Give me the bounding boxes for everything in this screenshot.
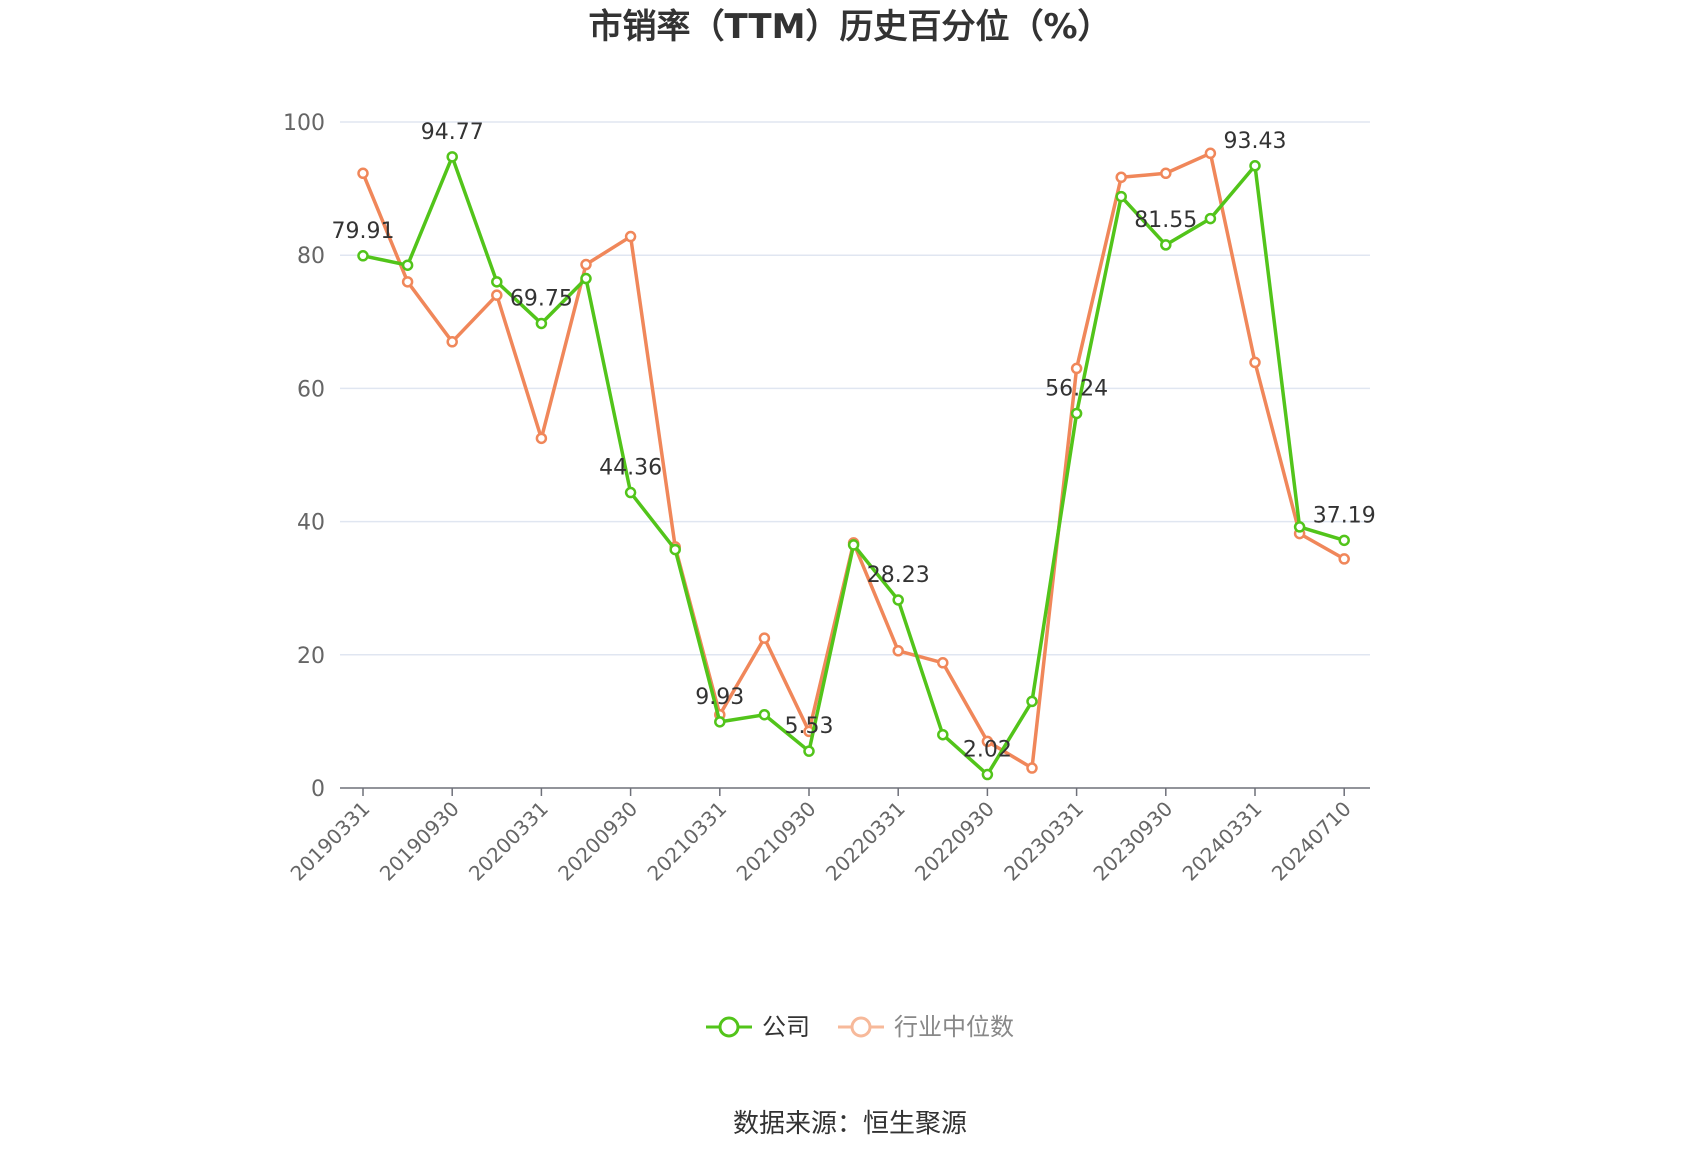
data-point[interactable]	[758, 632, 771, 644]
data-point[interactable]	[892, 594, 904, 606]
data-point[interactable]	[1160, 239, 1172, 251]
data-label: 81.55	[1134, 208, 1197, 233]
data-label: 69.75	[510, 286, 573, 311]
x-axis: 20190331 20190930 20200331 20200930 20210331…	[286, 787, 1370, 886]
data-point[interactable]	[669, 543, 681, 556]
series-line	[361, 151, 1346, 770]
legend-marker-industry	[850, 1016, 872, 1038]
x-tick-label: 20230331	[999, 797, 1088, 886]
x-tick-label: 20220331	[821, 797, 910, 886]
data-label: 5.53	[785, 714, 834, 739]
x-tick-label: 20210331	[642, 797, 731, 886]
legend-item-company[interactable]: 公司	[706, 1013, 810, 1041]
legend-item-industry[interactable]: 行业中位数	[838, 1013, 1014, 1041]
series-company	[357, 151, 1350, 781]
x-tick-label: 20190331	[286, 797, 375, 886]
y-tick-label: 0	[311, 777, 325, 802]
data-source: 数据来源：恒生聚源	[733, 1109, 967, 1139]
series-industry	[357, 147, 1350, 774]
legend-label-company: 公司	[762, 1013, 810, 1041]
data-point[interactable]	[535, 317, 548, 330]
data-point[interactable]	[1249, 356, 1261, 369]
x-tick-label: 20240331	[1178, 797, 1267, 886]
data-label: 37.19	[1313, 503, 1376, 528]
data-point[interactable]	[714, 716, 726, 728]
data-point[interactable]	[624, 486, 637, 499]
data-point[interactable]	[1204, 212, 1217, 225]
data-point[interactable]	[937, 728, 949, 741]
data-point[interactable]	[446, 151, 458, 163]
data-label: 2.02	[963, 738, 1012, 763]
data-point[interactable]	[491, 289, 503, 301]
data-label: 94.77	[421, 120, 484, 145]
legend: 公司 行业中位数	[706, 1013, 1014, 1041]
series-layer	[357, 147, 1350, 781]
data-point[interactable]	[937, 657, 949, 669]
y-tick-label: 100	[283, 111, 325, 136]
data-point[interactable]	[535, 432, 548, 445]
data-point[interactable]	[1026, 695, 1038, 708]
chart-title: 市销率（TTM）历史百分位（%）	[588, 7, 1111, 47]
data-point[interactable]	[1204, 147, 1217, 160]
x-tick-label: 20220930	[910, 797, 999, 886]
data-point[interactable]	[1026, 762, 1038, 774]
data-point[interactable]	[580, 258, 592, 271]
data-point[interactable]	[357, 250, 369, 262]
data-point[interactable]	[1249, 160, 1261, 172]
data-point[interactable]	[1070, 362, 1083, 375]
data-point[interactable]	[401, 259, 414, 271]
data-point[interactable]	[1338, 534, 1350, 547]
data-label: 79.91	[332, 219, 395, 244]
data-point[interactable]	[446, 336, 458, 348]
x-tick-label: 20200331	[464, 797, 553, 886]
data-labels: 79.91 94.77 69.75 44.36 9.93 5.53 28.23 2.02 56.…	[332, 120, 1376, 763]
y-tick-label: 40	[297, 511, 325, 536]
data-point[interactable]	[491, 276, 503, 288]
data-point[interactable]	[892, 645, 904, 657]
x-tick-label: 20210930	[732, 797, 821, 886]
data-point[interactable]	[981, 735, 994, 748]
y-tick-label: 60	[297, 377, 325, 402]
x-tick-label: 20190930	[375, 797, 464, 886]
x-tick-label: 20200930	[553, 797, 642, 886]
data-label: 56.24	[1045, 376, 1108, 401]
data-point[interactable]	[847, 539, 860, 551]
data-point[interactable]	[1160, 167, 1172, 180]
data-label: 93.43	[1224, 129, 1287, 154]
data-point[interactable]	[580, 272, 592, 285]
data-point[interactable]	[357, 167, 369, 180]
data-point[interactable]	[981, 768, 994, 781]
data-label: 28.23	[867, 563, 930, 588]
y-tick-label: 80	[297, 244, 325, 269]
x-tick-label: 20230930	[1088, 797, 1177, 886]
data-point[interactable]	[624, 230, 637, 243]
x-tick-label: 20240710	[1267, 797, 1356, 886]
legend-marker-company	[718, 1016, 740, 1038]
data-point[interactable]	[401, 276, 414, 288]
data-point[interactable]	[758, 708, 771, 721]
data-point[interactable]	[1115, 190, 1127, 203]
data-label: 9.93	[695, 685, 744, 710]
data-point[interactable]	[1293, 521, 1306, 533]
data-point[interactable]	[1338, 553, 1350, 565]
data-point[interactable]	[803, 745, 815, 757]
series-line	[362, 155, 1345, 777]
data-point[interactable]	[1115, 171, 1127, 184]
legend-label-industry: 行业中位数	[894, 1013, 1014, 1041]
grid-lines	[340, 121, 1370, 656]
y-axis: 0 20 40 60 80 100	[283, 111, 325, 802]
data-point[interactable]	[1070, 407, 1083, 420]
data-label: 44.36	[599, 456, 662, 481]
y-tick-label: 20	[297, 644, 325, 669]
